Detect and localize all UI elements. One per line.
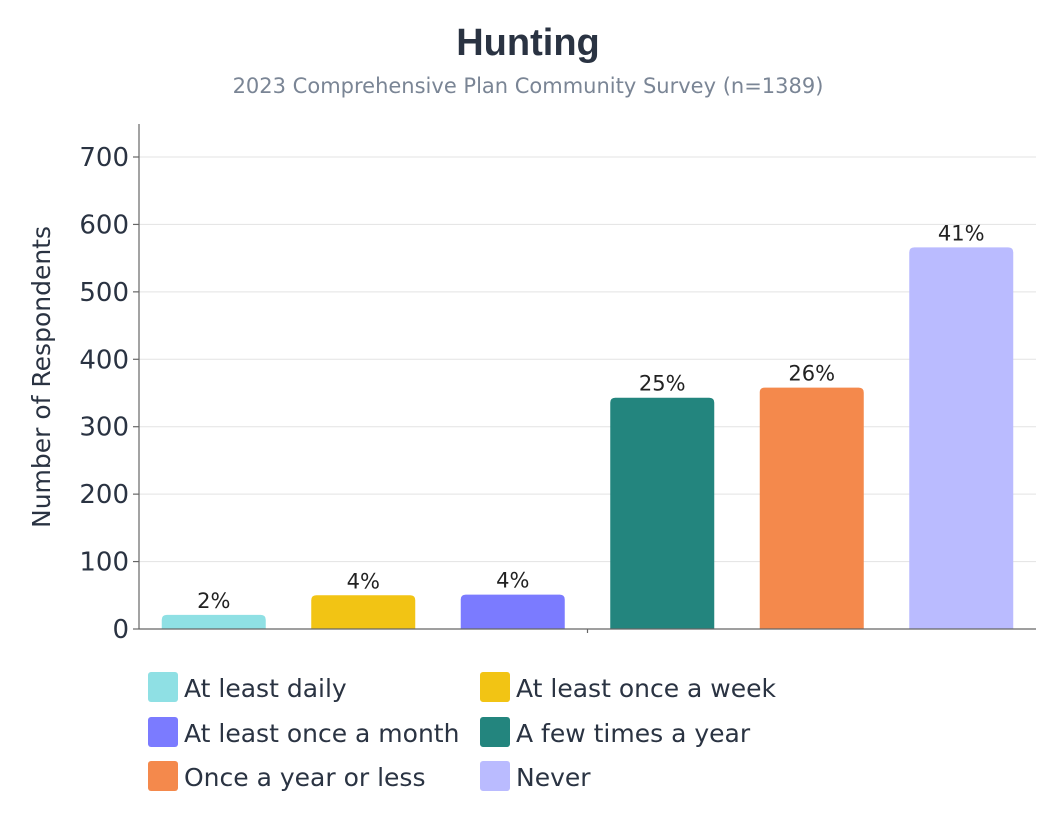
y-tick-label: 0	[112, 615, 129, 645]
grid-layer	[139, 156, 1036, 563]
y-tick-label: 100	[79, 548, 129, 578]
data-labels-layer: 2% 4% 4% 25% 26% 41%	[197, 221, 985, 612]
y-tick-label: 300	[79, 413, 129, 443]
legend-swatch	[148, 761, 178, 791]
bar	[460, 594, 565, 629]
bars-layer	[161, 247, 1014, 629]
legend-label: Once a year or less	[184, 763, 425, 792]
y-axis-label: Number of Respondents	[27, 226, 56, 528]
y-tick-label: 500	[79, 278, 129, 308]
y-tick-label: 400	[79, 345, 129, 375]
chart-subtitle: 2023 Comprehensive Plan Community Survey…	[233, 74, 824, 98]
bar	[161, 614, 266, 629]
legend-swatch	[480, 672, 510, 702]
data-label: 41%	[938, 221, 985, 245]
bar	[909, 247, 1014, 629]
data-label: 25%	[639, 372, 686, 396]
legend-label: At least once a month	[184, 719, 459, 748]
data-label: 4%	[496, 569, 529, 593]
legend-label: At least daily	[184, 674, 347, 703]
legend-swatch	[480, 717, 510, 747]
legend-swatch	[148, 717, 178, 747]
data-label: 4%	[347, 569, 380, 593]
legend-swatch	[148, 672, 178, 702]
legend-swatch	[480, 761, 510, 791]
y-tick-label: 200	[79, 480, 129, 510]
bar	[759, 387, 864, 629]
bar	[311, 595, 416, 629]
legend: At least daily At least once a week At lea…	[148, 672, 777, 792]
data-label: 26%	[788, 362, 835, 386]
y-tick-label: 600	[79, 210, 129, 240]
chart-title: Hunting	[456, 22, 600, 64]
data-label: 2%	[197, 589, 230, 613]
legend-label: A few times a year	[516, 719, 751, 748]
legend-label: At least once a week	[516, 674, 777, 703]
y-ticks-layer: 0 100 200 300 400 500 600 700	[79, 143, 589, 645]
legend-label: Never	[516, 763, 591, 792]
bar	[610, 397, 715, 629]
y-tick-label: 700	[79, 143, 129, 173]
